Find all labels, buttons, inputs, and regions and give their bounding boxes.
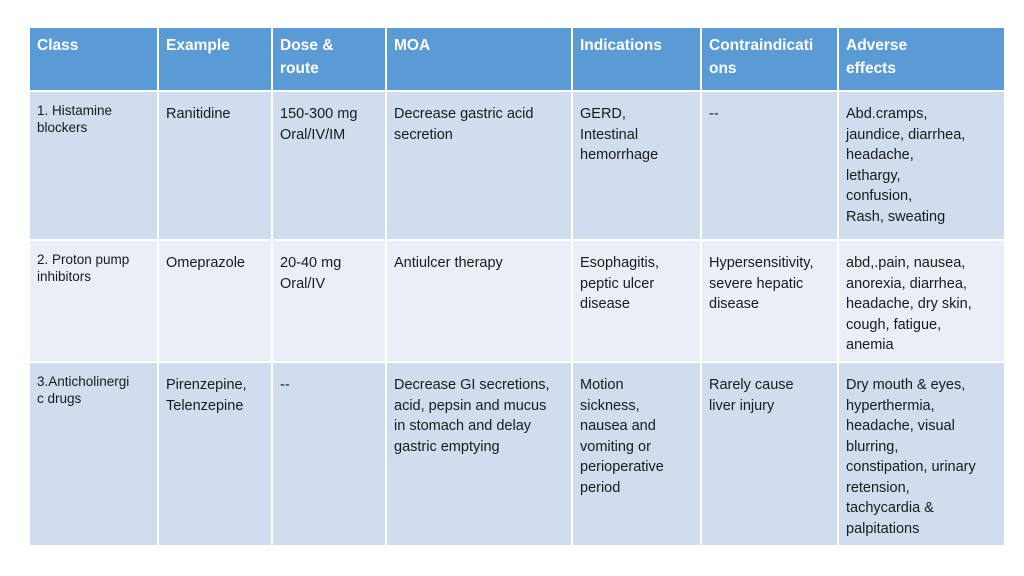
header-moa: MOA: [385, 26, 573, 92]
header-contraindications: Contraindicati ons: [700, 26, 839, 92]
cell-class: 1. Histamine blockers: [28, 90, 159, 241]
cell-contraindications: Hypersensitivity, severe hepatic disease: [700, 239, 839, 363]
cell-adverse-effects: abd,.pain, nausea, anorexia, diarrhea, h…: [837, 239, 1006, 363]
header-dose-route: Dose & route: [271, 26, 387, 92]
cell-moa: Decrease GI secretions, acid, pepsin and…: [385, 361, 573, 547]
table-row: 2. Proton pump inhibitors Omeprazole 20-…: [28, 239, 1006, 363]
header-row: Class Example Dose & route MOA Indicatio…: [28, 26, 1006, 92]
cell-dose-route: 20-40 mg Oral/IV: [271, 239, 387, 363]
drug-class-table: Class Example Dose & route MOA Indicatio…: [28, 26, 1006, 547]
cell-indications: Motion sickness, nausea and vomiting or …: [571, 361, 702, 547]
cell-class: 2. Proton pump inhibitors: [28, 239, 159, 363]
cell-moa: Decrease gastric acid secretion: [385, 90, 573, 241]
cell-class: 3.Anticholinergi c drugs: [28, 361, 159, 547]
cell-dose-route: 150-300 mg Oral/IV/IM: [271, 90, 387, 241]
header-class: Class: [28, 26, 159, 92]
header-example: Example: [157, 26, 273, 92]
cell-adverse-effects: Abd.cramps, jaundice, diarrhea, headache…: [837, 90, 1006, 241]
cell-contraindications: Rarely cause liver injury: [700, 361, 839, 547]
cell-indications: Esophagitis, peptic ulcer disease: [571, 239, 702, 363]
cell-moa: Antiulcer therapy: [385, 239, 573, 363]
cell-adverse-effects: Dry mouth & eyes, hyperthermia, headache…: [837, 361, 1006, 547]
header-adverse-effects: Adverse effects: [837, 26, 1006, 92]
cell-example: Ranitidine: [157, 90, 273, 241]
cell-contraindications: --: [700, 90, 839, 241]
cell-dose-route: --: [271, 361, 387, 547]
header-indications: Indications: [571, 26, 702, 92]
cell-example: Omeprazole: [157, 239, 273, 363]
cell-example: Pirenzepine, Telenzepine: [157, 361, 273, 547]
cell-indications: GERD, Intestinal hemorrhage: [571, 90, 702, 241]
table-row: 3.Anticholinergi c drugs Pirenzepine, Te…: [28, 361, 1006, 547]
table-row: 1. Histamine blockers Ranitidine 150-300…: [28, 90, 1006, 241]
